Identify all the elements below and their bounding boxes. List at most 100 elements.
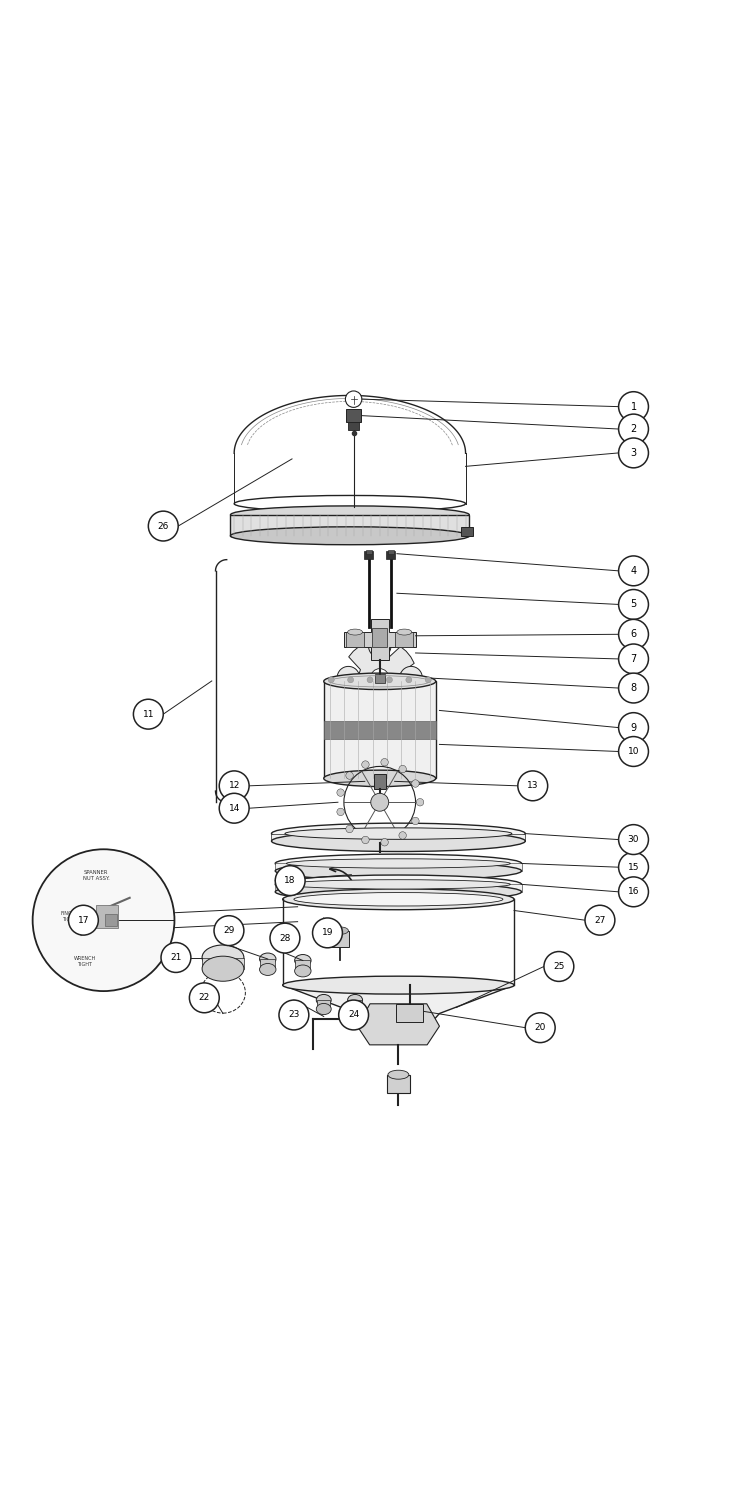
Text: 11: 11 bbox=[143, 710, 154, 718]
Ellipse shape bbox=[400, 666, 423, 688]
Text: 12: 12 bbox=[229, 782, 240, 790]
Ellipse shape bbox=[271, 824, 526, 844]
Bar bbox=[271, 834, 526, 842]
Circle shape bbox=[619, 556, 648, 586]
Text: 10: 10 bbox=[628, 747, 639, 756]
Ellipse shape bbox=[347, 628, 362, 634]
Polygon shape bbox=[345, 644, 414, 712]
Circle shape bbox=[367, 676, 373, 682]
Ellipse shape bbox=[317, 994, 331, 1005]
Bar bbox=[372, 628, 387, 646]
Circle shape bbox=[411, 818, 419, 825]
Bar bbox=[260, 958, 275, 969]
Circle shape bbox=[406, 676, 412, 682]
Ellipse shape bbox=[347, 994, 362, 1005]
Polygon shape bbox=[283, 986, 514, 1026]
Text: 30: 30 bbox=[628, 836, 639, 844]
Circle shape bbox=[362, 836, 369, 843]
Bar bbox=[374, 774, 386, 789]
Bar bbox=[275, 864, 522, 871]
Ellipse shape bbox=[275, 882, 522, 902]
Circle shape bbox=[387, 676, 393, 682]
Bar bbox=[388, 550, 394, 555]
Circle shape bbox=[619, 414, 648, 444]
Text: 16: 16 bbox=[628, 888, 639, 897]
Text: 8: 8 bbox=[630, 682, 637, 693]
Text: 9: 9 bbox=[630, 723, 637, 732]
Bar bbox=[348, 1000, 362, 1010]
Ellipse shape bbox=[275, 861, 522, 880]
Ellipse shape bbox=[202, 945, 244, 970]
Ellipse shape bbox=[259, 963, 276, 975]
Circle shape bbox=[68, 906, 99, 934]
Ellipse shape bbox=[285, 828, 512, 840]
Bar bbox=[96, 906, 119, 927]
Circle shape bbox=[345, 392, 362, 408]
Text: 15: 15 bbox=[628, 862, 639, 871]
Circle shape bbox=[347, 676, 353, 682]
Bar bbox=[387, 1074, 410, 1094]
Ellipse shape bbox=[388, 1070, 409, 1078]
Bar bbox=[105, 914, 117, 926]
Circle shape bbox=[619, 712, 648, 742]
Bar bbox=[387, 552, 396, 560]
Circle shape bbox=[544, 951, 574, 981]
Circle shape bbox=[417, 798, 424, 806]
Ellipse shape bbox=[347, 1004, 362, 1014]
Circle shape bbox=[328, 676, 334, 682]
Bar bbox=[331, 930, 349, 946]
Ellipse shape bbox=[283, 890, 514, 909]
Ellipse shape bbox=[230, 506, 469, 524]
Text: 14: 14 bbox=[229, 804, 240, 813]
Text: 2: 2 bbox=[630, 424, 637, 433]
Circle shape bbox=[220, 794, 249, 824]
Circle shape bbox=[619, 644, 648, 674]
Circle shape bbox=[161, 942, 191, 972]
Text: 28: 28 bbox=[279, 933, 290, 942]
Ellipse shape bbox=[283, 976, 514, 994]
Circle shape bbox=[346, 772, 353, 780]
Text: 18: 18 bbox=[284, 876, 296, 885]
Circle shape bbox=[279, 1000, 309, 1030]
Circle shape bbox=[526, 1013, 555, 1042]
Ellipse shape bbox=[332, 927, 348, 934]
Bar bbox=[396, 1004, 423, 1023]
Circle shape bbox=[313, 918, 342, 948]
Text: WRENCH
TIGHT: WRENCH TIGHT bbox=[74, 956, 96, 966]
Ellipse shape bbox=[295, 954, 311, 966]
Circle shape bbox=[619, 852, 648, 882]
Circle shape bbox=[399, 765, 406, 772]
Circle shape bbox=[337, 808, 344, 816]
Ellipse shape bbox=[287, 859, 511, 868]
Text: 24: 24 bbox=[348, 1011, 359, 1020]
Text: 13: 13 bbox=[527, 782, 538, 790]
Circle shape bbox=[619, 736, 648, 766]
Bar bbox=[275, 885, 522, 892]
Text: 20: 20 bbox=[535, 1023, 546, 1032]
Text: 6: 6 bbox=[630, 630, 637, 639]
Ellipse shape bbox=[259, 952, 276, 964]
Text: SPANNER
NUT ASSY.: SPANNER NUT ASSY. bbox=[83, 870, 110, 880]
Bar bbox=[346, 632, 364, 646]
Bar bbox=[324, 722, 435, 740]
Bar bbox=[296, 960, 311, 970]
Circle shape bbox=[346, 825, 353, 833]
Circle shape bbox=[411, 780, 419, 788]
Circle shape bbox=[190, 982, 220, 1012]
Ellipse shape bbox=[368, 698, 391, 720]
Text: 1: 1 bbox=[630, 402, 637, 411]
Circle shape bbox=[133, 699, 163, 729]
Circle shape bbox=[619, 438, 648, 468]
Circle shape bbox=[426, 676, 431, 682]
Bar bbox=[346, 410, 361, 423]
Ellipse shape bbox=[287, 879, 511, 890]
Text: 21: 21 bbox=[170, 952, 182, 962]
Circle shape bbox=[337, 789, 344, 796]
Circle shape bbox=[619, 674, 648, 704]
Ellipse shape bbox=[337, 666, 359, 688]
Text: 27: 27 bbox=[594, 915, 605, 924]
Ellipse shape bbox=[317, 1004, 331, 1014]
Text: 17: 17 bbox=[77, 915, 89, 924]
Circle shape bbox=[518, 771, 547, 801]
Ellipse shape bbox=[271, 831, 526, 852]
